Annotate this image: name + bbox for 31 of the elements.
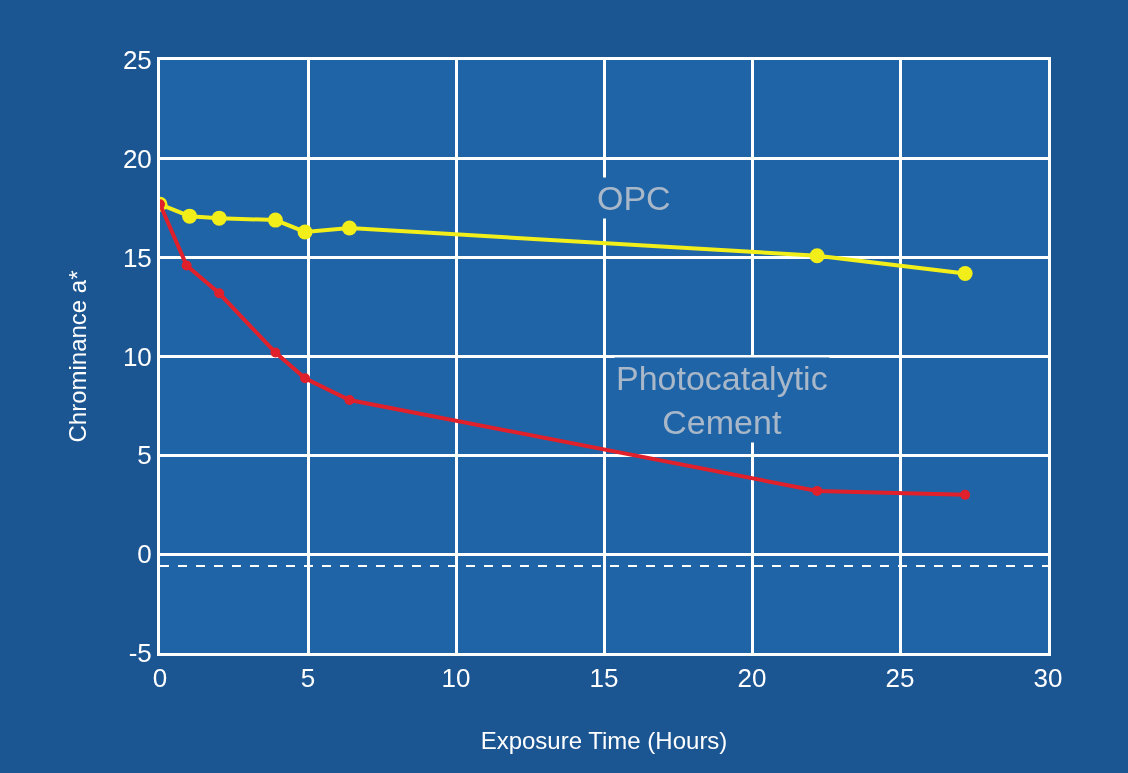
y-tick-label: 25 (122, 45, 152, 76)
point (960, 489, 971, 500)
x-tick-label: 25 (885, 663, 915, 694)
y-tick-label: 5 (137, 440, 152, 471)
y-tick-label: 15 (122, 242, 152, 273)
x-tick-label: 20 (737, 663, 767, 694)
x-tick-label: 10 (441, 663, 471, 694)
x-tick-label: 30 (1033, 663, 1063, 694)
point (214, 288, 225, 299)
point (300, 373, 311, 384)
point (297, 224, 313, 240)
point (211, 210, 227, 226)
series-label: OPC (597, 179, 671, 217)
x-tick-label: 15 (589, 663, 619, 694)
point (812, 485, 823, 496)
y-axis-title: Chrominance a* (63, 270, 91, 443)
point (270, 347, 281, 358)
series-label: Photocatalytic Cement (616, 359, 828, 442)
y-tick-label: 20 (122, 143, 152, 174)
y-tick-label: -5 (128, 638, 152, 669)
point (341, 220, 357, 236)
point (344, 394, 355, 405)
point (267, 212, 283, 228)
y-tick-label: 10 (122, 341, 152, 372)
point (809, 248, 825, 264)
x-axis-title: Exposure Time (Hours) (480, 726, 728, 754)
point (181, 260, 192, 271)
point (182, 208, 198, 224)
y-tick-label: 0 (137, 539, 152, 570)
x-tick-label: 5 (300, 663, 316, 694)
point (957, 265, 973, 281)
